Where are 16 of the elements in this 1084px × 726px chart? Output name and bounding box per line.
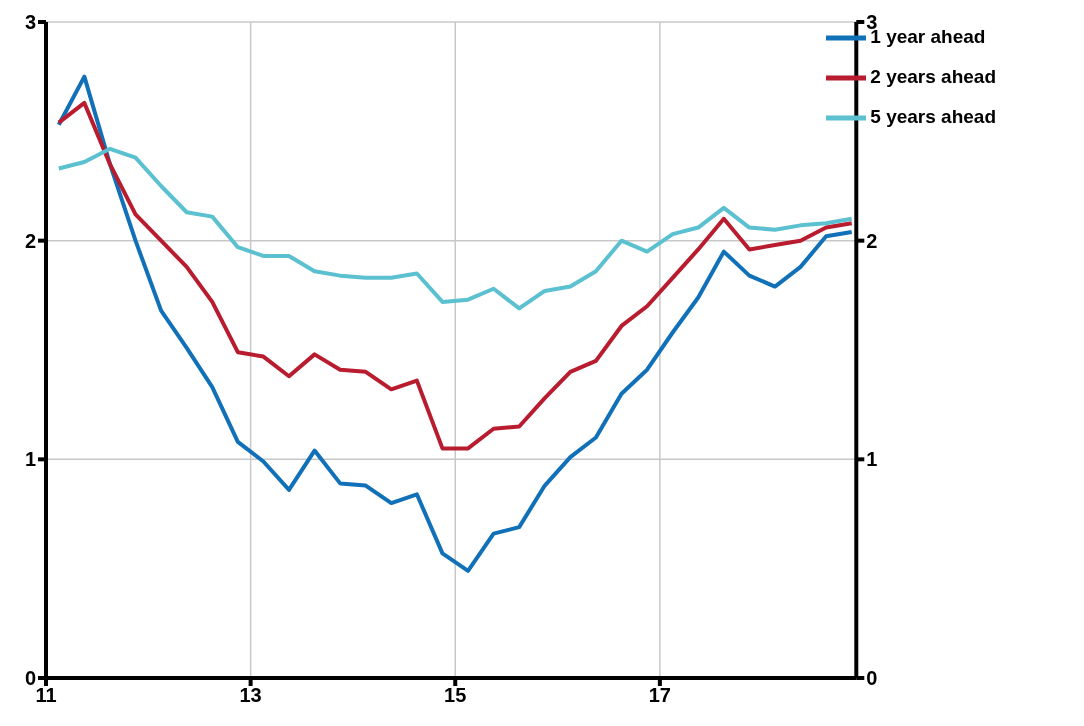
y-tick-label: 0 [24,667,36,690]
y-tick-label: 1 [24,448,36,471]
x-tick-label: 17 [648,684,671,707]
x-tick-label: 15 [444,684,467,707]
legend-label: 2 years ahead [870,66,996,88]
y2-tick-label: 1 [866,448,878,471]
legend-label: 5 years ahead [870,106,996,128]
y2-tick-label: 2 [866,229,878,252]
x-tick-label: 13 [239,684,262,707]
y2-tick-label: 0 [866,667,878,690]
line-series [56,146,854,311]
y-tick-label: 2 [24,229,36,252]
line-series [56,74,854,573]
y-tick-label: 3 [24,11,36,34]
x-tick-label: 11 [35,684,57,707]
line-series [56,100,854,451]
